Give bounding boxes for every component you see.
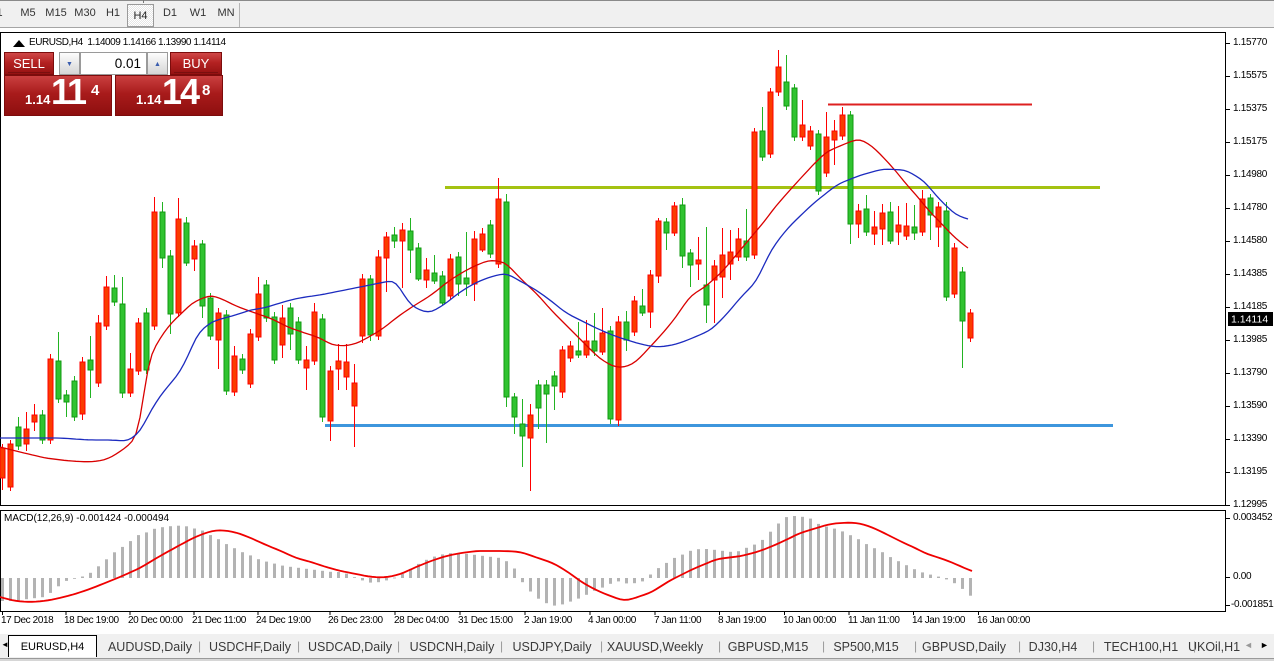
svg-text:1.14114: 1.14114 — [1231, 314, 1268, 326]
